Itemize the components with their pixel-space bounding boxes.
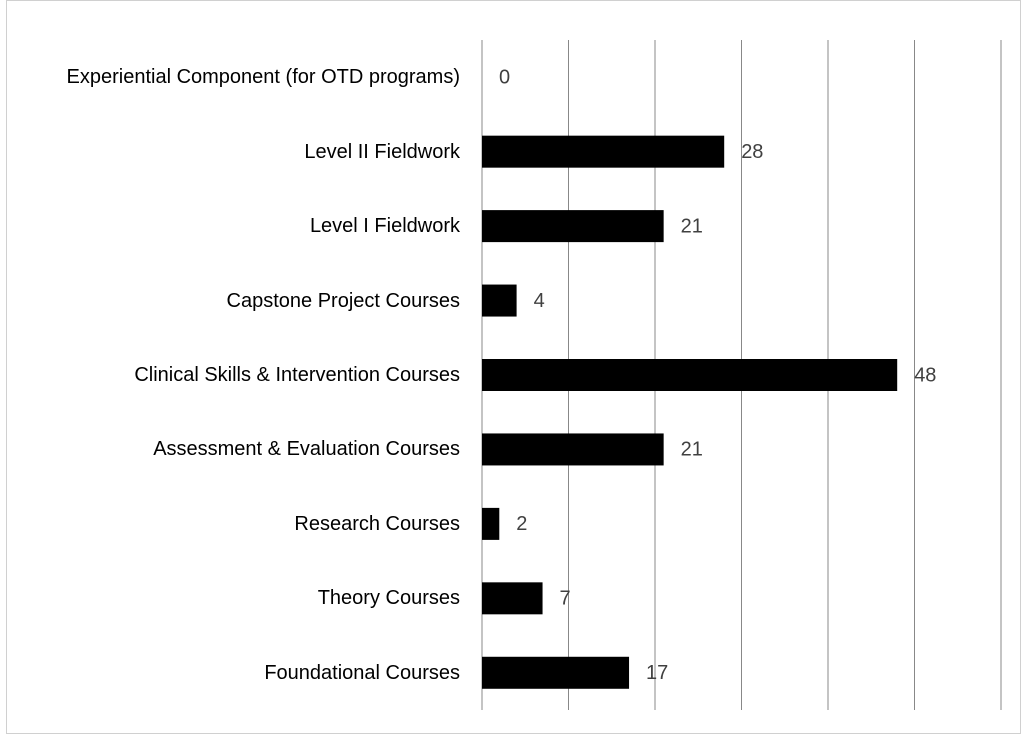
y-tick-label: Level II Fieldwork — [10, 114, 460, 188]
category-text: Level I Fieldwork — [309, 215, 460, 238]
value-label: 4 — [534, 290, 545, 312]
category-text: Research Courses — [294, 512, 460, 535]
value-label: 2 — [516, 513, 527, 535]
value-label: 7 — [560, 588, 571, 610]
bar — [482, 359, 898, 391]
bar — [482, 507, 500, 540]
category-text: Experiential Component (for OTD programs… — [66, 66, 460, 89]
y-tick-label: Foundational Courses — [10, 636, 460, 710]
category-text: Clinical Skills & Intervention Courses — [134, 363, 460, 386]
bar — [482, 210, 664, 243]
y-tick-label: Experiential Component (for OTD programs… — [10, 40, 460, 114]
bar — [482, 284, 517, 317]
category-text: Assessment & Evaluation Courses — [153, 438, 460, 461]
value-label: 28 — [741, 141, 763, 163]
y-tick-label: Capstone Project Courses — [10, 263, 460, 337]
value-label: 21 — [681, 215, 703, 237]
value-label: 48 — [914, 364, 936, 386]
bar — [482, 656, 630, 689]
y-tick-label: Clinical Skills & Intervention Courses — [10, 338, 460, 412]
bar — [482, 433, 664, 466]
value-label: 21 — [681, 439, 703, 461]
category-text: Foundational Courses — [264, 661, 460, 684]
bar — [482, 135, 725, 168]
value-label: 17 — [646, 662, 668, 684]
y-tick-label: Research Courses — [10, 487, 460, 561]
y-tick-label: Theory Courses — [10, 561, 460, 635]
y-tick-label: Level I Fieldwork — [10, 189, 460, 263]
category-text: Theory Courses — [317, 587, 460, 610]
value-label: 0 — [499, 67, 510, 89]
y-tick-label: Assessment & Evaluation Courses — [10, 412, 460, 486]
category-text: Capstone Project Courses — [226, 289, 460, 312]
category-text: Level II Fieldwork — [304, 140, 460, 163]
bar — [482, 582, 543, 615]
